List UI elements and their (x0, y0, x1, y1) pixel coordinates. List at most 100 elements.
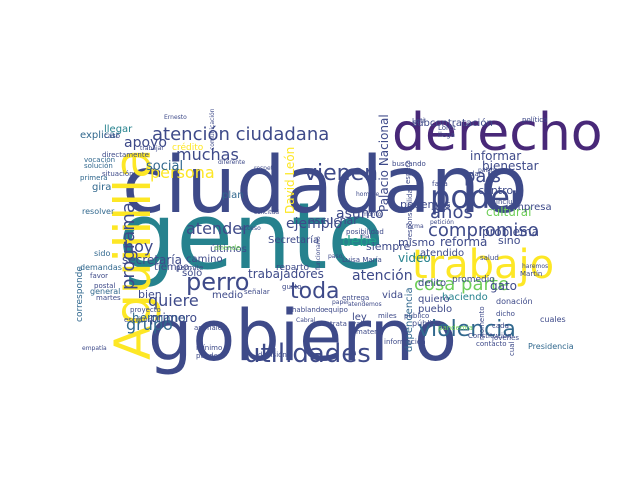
cloud-word: comunicación (209, 108, 216, 150)
cloud-word: forma (406, 223, 424, 230)
cloud-word: postal (94, 282, 115, 290)
cloud-word: valor (352, 320, 370, 328)
cloud-word: tiempo (154, 262, 189, 273)
cloud-word: cada (492, 322, 509, 330)
cloud-word: atendemos (348, 301, 382, 308)
cloud-word: cuales (540, 315, 566, 324)
cloud-word: camino (186, 254, 223, 265)
cloud-word: señalar (244, 288, 270, 296)
cloud-word: últimos (210, 243, 247, 255)
cloud-word: siempre (366, 240, 411, 253)
cloud-word: trabajar (140, 145, 164, 152)
cloud-word: información (384, 338, 426, 346)
cloud-word: perro (186, 268, 249, 296)
cloud-word: materia (356, 328, 383, 336)
cloud-word: petición (430, 219, 454, 226)
cloud-word: Luisa María (342, 256, 382, 264)
cloud-word: años (430, 202, 473, 223)
cloud-word: podemos (400, 198, 451, 211)
cloud-word: político (522, 116, 547, 124)
cloud-word: Cabral (296, 317, 316, 324)
cloud-word: llegar (104, 124, 133, 135)
cloud-word: posibilidad (346, 228, 384, 236)
cloud-word: atender (186, 219, 249, 238)
cloud-word: pueblo (418, 304, 452, 315)
cloud-word: gato (490, 279, 517, 293)
cloud-word: momento (478, 306, 486, 340)
cloud-word: hermano (132, 311, 186, 325)
cloud-word: trata (330, 320, 347, 328)
cloud-word: atención (352, 268, 413, 284)
cloud-word: público (404, 312, 429, 320)
cloud-word: sino (498, 234, 521, 247)
cloud-word: país (464, 166, 501, 187)
cloud-word: palabra (478, 167, 501, 174)
cloud-word: martes (96, 294, 121, 302)
cloud-word: cultural (486, 205, 531, 219)
cloud-word: contacto (476, 340, 506, 348)
cloud-word: trabajadores (248, 267, 324, 281)
cloud-word: mínimo (196, 344, 222, 352)
cloud-word: salud (480, 254, 499, 262)
cloud-word: secretaría (122, 253, 182, 267)
cloud-word: Aguilillla (104, 148, 162, 360)
cloud-word: utilidades (244, 339, 371, 369)
cloud-word: vienen (304, 161, 378, 186)
cloud-word: atiende (214, 244, 240, 252)
cloud-word: muchas (176, 145, 239, 164)
cloud-word: Martín (520, 270, 542, 278)
cloud-word: papel (332, 299, 349, 306)
cloud-word: mal (360, 233, 372, 240)
cloud-word: primero (150, 311, 197, 325)
cloud-word: gente (118, 183, 384, 290)
cloud-word: medio (212, 290, 243, 301)
cloud-word: derecho (392, 103, 603, 163)
cloud-word: quiero (418, 294, 450, 305)
cloud-word: general (90, 287, 120, 296)
cloud-word: Constitución (468, 332, 512, 340)
cloud-word: atendido (420, 248, 464, 259)
cloud-word: corresponde (75, 266, 85, 322)
cloud-word: bien (138, 288, 162, 301)
cloud-word: empresa (508, 202, 552, 213)
cloud-word: dicho (496, 310, 515, 318)
cloud-word: funcionario (315, 236, 322, 270)
cloud-word: toda (290, 279, 340, 304)
cloud-word: incluso (496, 198, 521, 206)
cloud-word: debe (342, 234, 377, 250)
cloud-word: equipo (324, 306, 348, 314)
cloud-word: sido (94, 249, 110, 258)
cloud-word: explicar (80, 130, 120, 141)
cloud-word: espera (404, 160, 412, 184)
cloud-word: caso (104, 132, 120, 140)
cloud-word: resolver (82, 207, 115, 216)
cloud-word: pandemia (438, 324, 473, 332)
cloud-word: problema (482, 225, 539, 239)
cloud-word: Presidencia (528, 342, 574, 351)
cloud-word: mismo (398, 236, 435, 249)
cloud-word: proyecto (130, 306, 161, 314)
cloud-word: empatía (82, 345, 107, 352)
cloud-word: demandas (80, 263, 122, 272)
cloud-word: atención ciudadana (152, 124, 329, 145)
cloud-word: dar (470, 170, 482, 178)
cloud-word: violencia (418, 317, 516, 342)
cloud-word: bienestar (482, 159, 539, 173)
cloud-word: hablando (292, 306, 325, 314)
cloud-word: vida (382, 290, 403, 301)
cloud-word: reforma (440, 235, 487, 249)
cloud-word: trabajo (412, 242, 554, 288)
cloud-word: respeto (254, 165, 277, 172)
cloud-word: David León (283, 147, 297, 214)
cloud-word: entrega (342, 294, 369, 302)
cloud-word: solicitud (254, 209, 279, 216)
cloud-word: video (398, 251, 431, 265)
cloud-word: directamente (102, 151, 149, 159)
cloud-word: acceso (240, 225, 261, 232)
cloud-word: Leti (412, 117, 425, 125)
cloud-word: miles (378, 312, 397, 320)
cloud-word: monto (362, 211, 382, 218)
